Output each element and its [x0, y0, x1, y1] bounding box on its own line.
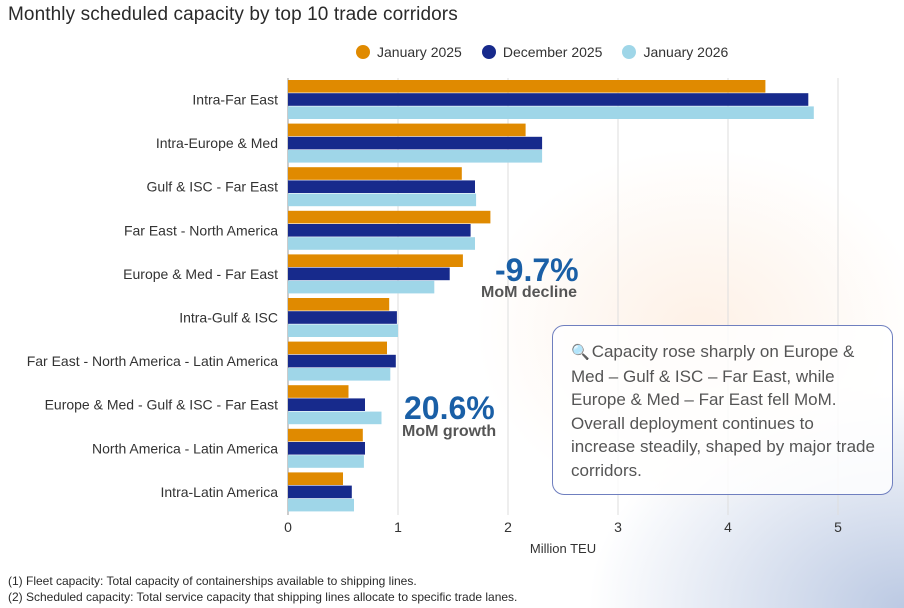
bars [288, 80, 814, 512]
bar[interactable] [288, 136, 543, 150]
bar[interactable] [288, 298, 390, 311]
bar[interactable] [288, 80, 766, 93]
bar[interactable] [288, 167, 462, 180]
bar[interactable] [288, 237, 475, 250]
bar[interactable] [288, 324, 398, 337]
bar[interactable] [288, 311, 397, 324]
category-label: Intra-Europe & Med [156, 135, 278, 151]
bar[interactable] [288, 455, 364, 468]
bar[interactable] [288, 485, 352, 499]
x-tick-label: 3 [614, 519, 622, 535]
bar[interactable] [288, 210, 491, 224]
bar[interactable] [288, 472, 343, 485]
x-tick-label: 2 [504, 519, 512, 535]
magnifier-icon: 🔍 [571, 344, 590, 361]
legend-label: January 2026 [643, 44, 729, 60]
x-tick-label: 5 [834, 519, 842, 535]
bar[interactable] [288, 254, 463, 267]
bar[interactable] [288, 93, 809, 106]
mom-growth-label: MoM growth [402, 423, 497, 440]
bar[interactable] [288, 123, 526, 137]
bar[interactable] [288, 150, 543, 163]
chart-title: Monthly scheduled capacity by top 10 tra… [8, 4, 458, 25]
category-label: Intra-Far East [192, 92, 278, 108]
mom-growth-value: 20.6% [404, 390, 495, 426]
legend-label: December 2025 [502, 44, 603, 60]
bar[interactable] [288, 428, 363, 442]
bar[interactable] [288, 411, 382, 425]
category-label: Intra-Gulf & ISC [179, 310, 278, 326]
category-label: Far East - North America [124, 222, 278, 238]
category-label: Far East - North America - Latin America [27, 353, 279, 369]
legend-swatch [622, 45, 637, 59]
category-label: North America - Latin America [92, 440, 278, 456]
bar[interactable] [288, 442, 365, 455]
legend-item-dec-2025[interactable]: December 2025 [481, 44, 603, 60]
category-label: Europe & Med - Gulf & ISC - Far East [45, 397, 279, 413]
bar[interactable] [288, 280, 435, 294]
x-tick-labels: 0 1 2 3 4 5 [284, 519, 842, 535]
bar[interactable] [288, 224, 471, 237]
x-tick-label: 0 [284, 519, 292, 535]
footnotes: (1) Fleet capacity: Total capacity of co… [8, 573, 517, 605]
mom-decline-value: -9.7% [495, 252, 579, 288]
x-tick-label: 1 [394, 519, 402, 535]
legend-label: January 2025 [377, 44, 462, 60]
x-axis-title: Million TEU [530, 541, 596, 556]
bar[interactable] [288, 180, 475, 193]
bar[interactable] [288, 193, 477, 207]
insight-text: Capacity rose sharply on Europe & Med – … [571, 342, 875, 480]
category-label: Gulf & ISC - Far East [147, 179, 279, 195]
x-tick-label: 4 [724, 519, 732, 535]
insight-note: 🔍 Capacity rose sharply on Europe & Med –… [552, 325, 893, 495]
footnote-2: (2) Scheduled capacity: Total service ca… [8, 590, 518, 604]
bar[interactable] [288, 398, 365, 411]
bar[interactable] [288, 498, 354, 512]
legend-item-jan-2025[interactable]: January 2025 [356, 44, 462, 60]
category-labels: Intra-Far East Intra-Europe & Med Gulf & I… [27, 92, 279, 500]
legend: January 2025 December 2025 January 2026 [356, 44, 728, 60]
bar[interactable] [288, 368, 391, 381]
bar[interactable] [288, 106, 814, 119]
mom-decline-label: MoM decline [481, 284, 578, 301]
bar[interactable] [288, 354, 396, 368]
legend-item-jan-2026[interactable]: January 2026 [622, 44, 728, 60]
legend-swatch [481, 45, 496, 59]
footnote-1: (1) Fleet capacity: Total capacity of co… [8, 574, 417, 588]
bar[interactable] [288, 341, 387, 355]
category-label: Intra-Latin America [161, 484, 279, 500]
category-label: Europe & Med - Far East [123, 266, 278, 282]
bar[interactable] [288, 385, 349, 398]
legend-swatch [356, 45, 370, 59]
bar[interactable] [288, 267, 450, 281]
